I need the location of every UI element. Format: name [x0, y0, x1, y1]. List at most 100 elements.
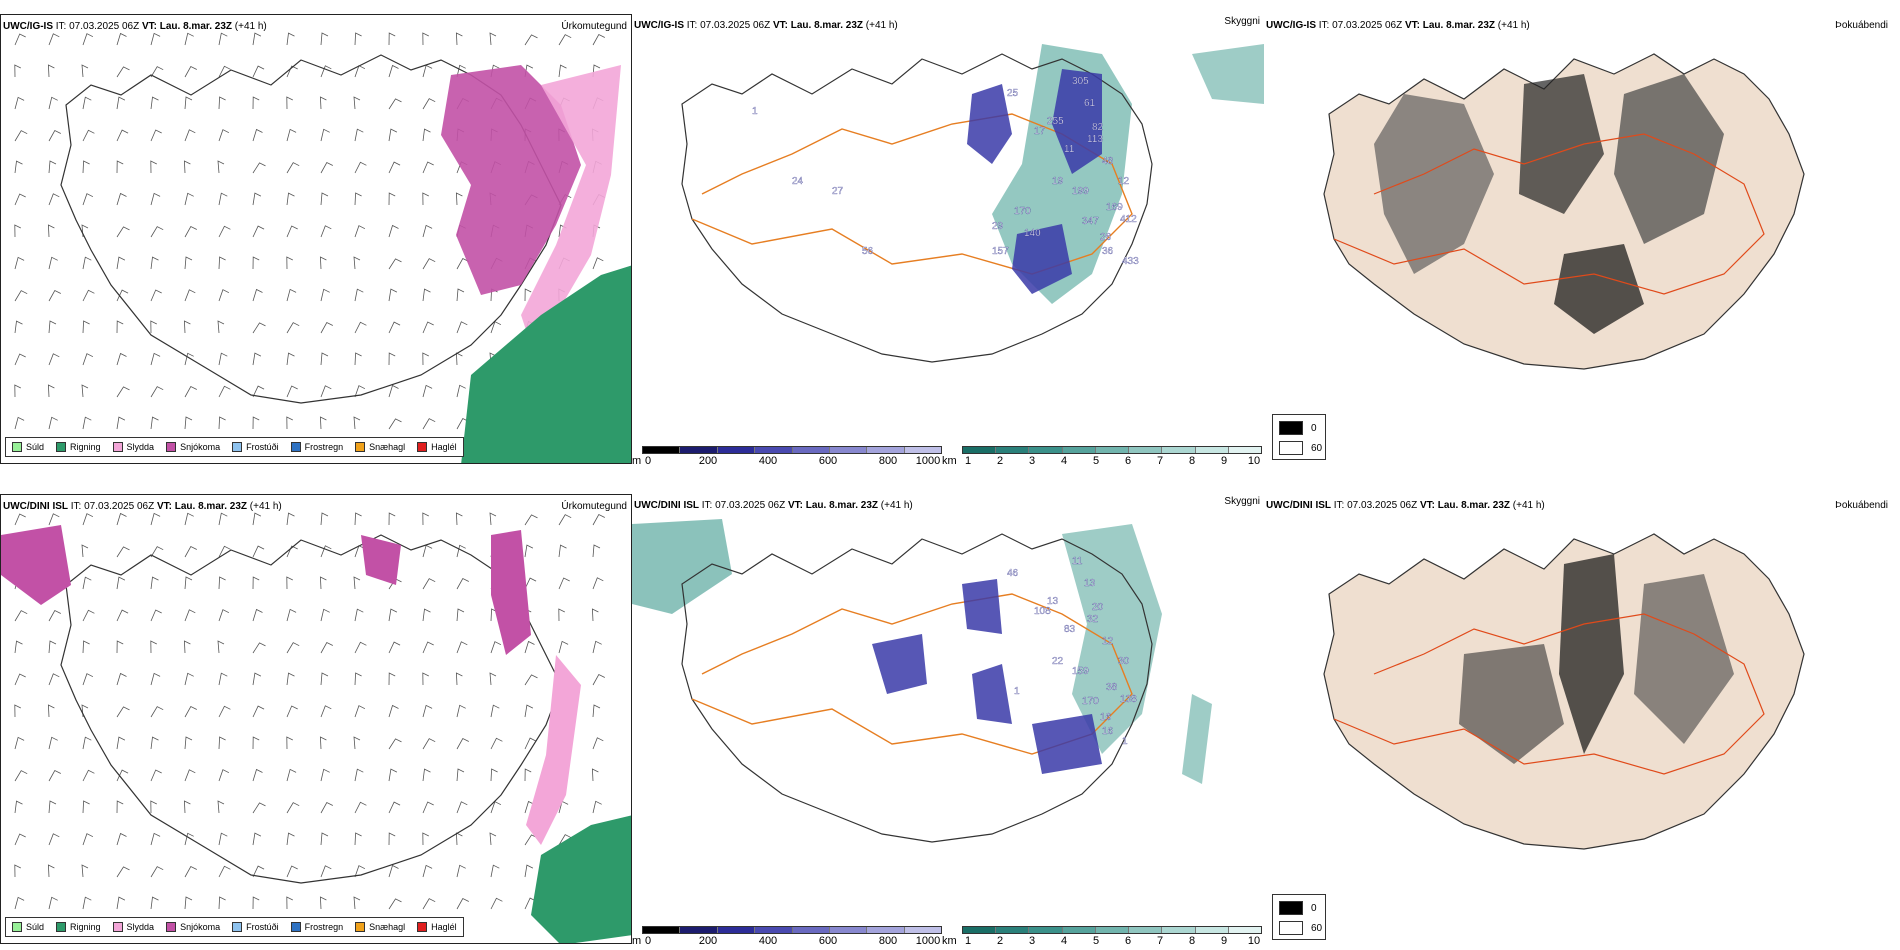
- height-tick: 0: [644, 935, 652, 944]
- wind-barb: [456, 704, 466, 718]
- visibility-colorbar: km 1 2 3 4 5 6 7 8 9 10: [942, 446, 1264, 464]
- cb-cell: [1162, 447, 1196, 453]
- wind-barb: [422, 608, 431, 622]
- legend-swatch: [112, 922, 123, 932]
- wind-barb: [150, 192, 161, 206]
- high-cloud-area: [1012, 224, 1072, 294]
- wind-barb: [455, 672, 463, 686]
- wind-barb: [183, 160, 191, 174]
- wind-barb: [388, 64, 399, 78]
- wind-barb: [490, 704, 500, 718]
- height-unit: m: [632, 455, 642, 464]
- wind-barb: [48, 833, 60, 846]
- legend-swatch: [417, 442, 428, 452]
- wind-barb: [490, 864, 500, 878]
- wind-barb: [489, 672, 497, 686]
- wind-barb: [320, 161, 333, 174]
- fog-legend-row: 0: [1279, 901, 1317, 915]
- wind-barb: [82, 640, 90, 654]
- wind-barb: [14, 800, 23, 814]
- wind-barb: [218, 512, 228, 526]
- wind-barb: [353, 576, 361, 590]
- wind-barb: [116, 32, 127, 46]
- panel-header: UWC/DINI ISL IT: 07.03.2025 06Z VT: Lau.…: [1266, 500, 1545, 511]
- cb-cell: [792, 927, 830, 933]
- panel-header: UWC/IG-IS IT: 07.03.2025 06Z VT: Lau. 8.…: [3, 21, 267, 32]
- wind-barb: [252, 802, 266, 814]
- legend-item: Slydda: [112, 442, 154, 452]
- wind-barb: [218, 672, 228, 686]
- cloud-base-label: 1: [1122, 736, 1128, 747]
- wind-barb: [252, 896, 260, 910]
- fog-panel-top: UWC/IG-IS IT: 07.03.2025 06Z VT: Lau. 8.…: [1264, 14, 1900, 464]
- fog-swatch-60: [1279, 441, 1303, 455]
- cloud-base-label: 199: [1072, 186, 1089, 197]
- vis-area: [632, 519, 732, 614]
- it-label: IT:: [55, 21, 67, 32]
- vis-unit: km: [942, 455, 957, 464]
- wind-barb: [388, 352, 396, 366]
- wind-barb: [14, 130, 28, 142]
- wind-barb: [422, 224, 433, 238]
- wind-barb: [150, 769, 162, 782]
- fog-shade: [1634, 574, 1734, 744]
- wind-barb: [456, 577, 469, 590]
- wind-barb: [218, 736, 226, 750]
- wind-barb: [47, 64, 55, 78]
- lead-time: (+41 h): [880, 500, 913, 511]
- wind-barb: [116, 160, 124, 174]
- wind-barb: [47, 864, 55, 878]
- wind-barb: [14, 770, 28, 782]
- high-cloud-area: [962, 579, 1002, 634]
- wind-barb: [48, 129, 61, 142]
- it-value: 07.03.2025 06Z: [1332, 20, 1403, 31]
- wind-barb: [388, 898, 402, 910]
- wind-barb: [82, 416, 92, 430]
- wind-barb: [388, 288, 398, 302]
- wind-barb: [14, 673, 26, 686]
- wind-barb: [320, 512, 329, 526]
- wind-barb: [592, 577, 604, 590]
- wind-barb: [286, 322, 300, 334]
- vis-area: [1062, 524, 1162, 754]
- cloud-base-label: 170: [1082, 696, 1099, 707]
- wind-barb: [320, 608, 330, 622]
- cb-cell: [1162, 927, 1196, 933]
- wind-barb: [252, 225, 265, 238]
- fog-legend-row: 0: [1279, 421, 1317, 435]
- wind-barb: [592, 33, 605, 46]
- wind-barb: [286, 865, 298, 878]
- wind-barb: [592, 257, 604, 270]
- legend-item: Haglél: [417, 922, 457, 932]
- wind-barb: [116, 640, 124, 654]
- cb-cell: [792, 447, 830, 453]
- wind-barb: [184, 896, 193, 910]
- wind-barb: [252, 65, 265, 78]
- wind-barb: [320, 545, 332, 558]
- vis-tick: 1: [964, 935, 972, 944]
- wind-barb: [422, 352, 429, 366]
- wind-barb: [252, 32, 262, 46]
- wind-barb: [252, 162, 266, 174]
- wind-barb: [286, 705, 298, 718]
- cloud-base-label: 255: [1047, 116, 1064, 127]
- vt-label: VT:: [141, 21, 157, 32]
- cb-cell: [867, 927, 905, 933]
- height-tick: 0: [644, 455, 652, 464]
- cloud-visibility-panel-bottom: UWC/DINI ISL IT: 07.03.2025 06Z VT: Lau.…: [632, 494, 1264, 944]
- wind-barb: [524, 288, 532, 302]
- vt-value: Lau. 8.mar. 23Z: [159, 21, 233, 32]
- panel-header: UWC/IG-IS IT: 07.03.2025 06Z VT: Lau. 8.…: [634, 20, 898, 31]
- precip-type-panel-top: UWC/IG-IS IT: 07.03.2025 06Z VT: Lau. 8.…: [0, 14, 632, 464]
- vis-tick: 1: [964, 455, 972, 464]
- cb-cell: [904, 447, 941, 453]
- wind-barb: [81, 704, 89, 718]
- wind-barb: [252, 608, 263, 622]
- wind-barb: [286, 65, 298, 78]
- wind-barb: [14, 833, 26, 846]
- wind-barb: [150, 160, 157, 174]
- wind-barb: [150, 66, 164, 78]
- legend-swatch: [290, 922, 301, 932]
- model-name: UWC/DINI ISL: [634, 500, 699, 511]
